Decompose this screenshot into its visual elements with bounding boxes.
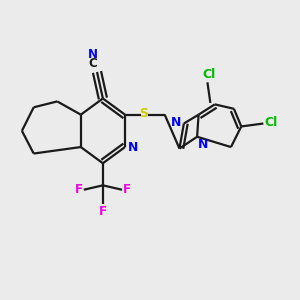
Text: C: C: [88, 57, 97, 70]
Text: N: N: [171, 116, 182, 128]
Text: Cl: Cl: [202, 68, 215, 80]
Text: N: N: [128, 141, 138, 154]
Text: F: F: [99, 205, 107, 218]
Text: Cl: Cl: [264, 116, 277, 129]
Text: S: S: [140, 107, 148, 120]
Text: F: F: [123, 183, 131, 196]
Text: N: N: [88, 48, 98, 61]
Text: N: N: [198, 139, 208, 152]
Text: F: F: [74, 183, 83, 196]
